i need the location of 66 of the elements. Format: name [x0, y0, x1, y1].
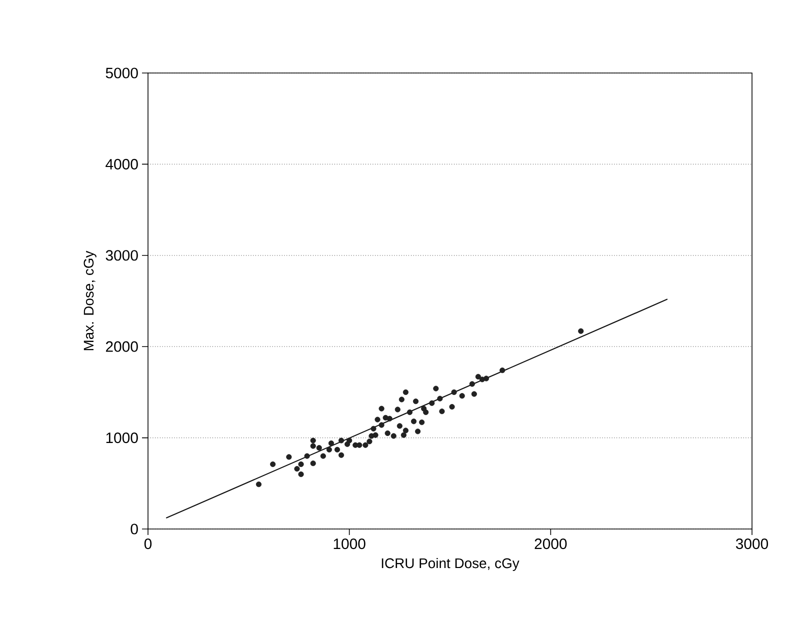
point: [414, 428, 421, 434]
y-tick-label: 4000: [106, 158, 138, 170]
y-tick-label: 1000: [106, 432, 138, 444]
point: [437, 396, 443, 402]
point: [304, 453, 310, 459]
y-axis-title: Max. Dose, cGy: [84, 250, 96, 350]
point: [578, 328, 584, 334]
x-tick-label: 0: [144, 538, 152, 550]
y-tick-label: 5000: [106, 68, 138, 78]
point: [256, 482, 262, 488]
point: [439, 408, 445, 414]
point: [471, 391, 477, 397]
point: [400, 432, 406, 438]
x-tick-label: 1000: [334, 538, 366, 550]
point: [386, 416, 392, 422]
point: [338, 452, 344, 458]
x-axis-title: ICRU Point Dose, cGy: [382, 558, 520, 571]
point: [320, 453, 326, 459]
point: [286, 454, 292, 460]
point: [270, 461, 276, 468]
point: [384, 430, 390, 436]
point: [294, 466, 300, 472]
point: [451, 389, 457, 395]
point: [366, 438, 372, 444]
point: [394, 406, 400, 412]
point: [433, 386, 439, 392]
point: [402, 389, 409, 395]
point: [449, 404, 455, 410]
y-tick-label: 0: [130, 524, 138, 534]
x-tick-label: 2000: [534, 538, 567, 550]
point: [378, 406, 384, 412]
y-tick-label: 2000: [106, 341, 138, 352]
point: [396, 423, 402, 429]
point: [500, 368, 506, 374]
point: [310, 443, 316, 449]
point: [298, 471, 304, 478]
point: [406, 409, 413, 416]
point: [410, 418, 417, 424]
point: [374, 416, 380, 422]
point: [372, 432, 378, 438]
point: [310, 438, 316, 444]
point: [398, 396, 404, 402]
point: [346, 438, 352, 444]
point: [390, 433, 396, 439]
point: [419, 419, 425, 426]
point: [459, 393, 465, 399]
point: [378, 422, 384, 428]
point: [402, 428, 409, 434]
y-tick-label: 3000: [106, 250, 138, 261]
point: [370, 426, 376, 432]
point: [326, 446, 332, 452]
point: [310, 460, 316, 466]
point: [423, 409, 429, 416]
point: [316, 445, 322, 451]
point: [356, 442, 362, 448]
point: [429, 400, 435, 406]
point: [338, 438, 344, 444]
point: [475, 374, 481, 380]
x-tick-label: 3000: [736, 538, 768, 550]
point: [469, 381, 475, 387]
point: [483, 376, 490, 382]
point: [362, 442, 368, 448]
point: [412, 398, 419, 404]
point: [334, 446, 340, 452]
point: [328, 440, 334, 446]
point: [298, 461, 304, 468]
